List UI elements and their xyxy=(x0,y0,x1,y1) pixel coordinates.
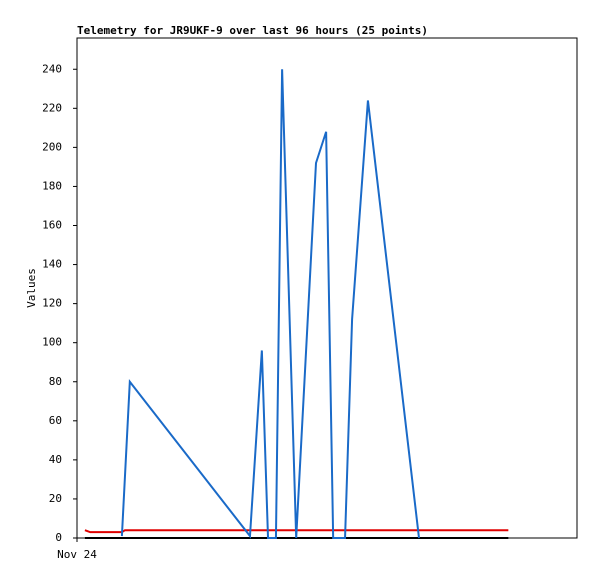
y-tick-label: 160 xyxy=(42,219,62,232)
y-tick-label: 40 xyxy=(49,453,62,466)
y-tick-label: 80 xyxy=(49,375,62,388)
y-tick-label: 240 xyxy=(42,62,62,75)
y-tick-label: 20 xyxy=(49,492,62,505)
y-tick-label: 100 xyxy=(42,336,62,349)
x-tick-label: Nov 24 xyxy=(57,548,97,561)
y-tick-label: 0 xyxy=(55,531,62,544)
y-axis-label: Values xyxy=(25,268,38,308)
chart-title: Telemetry for JR9UKF-9 over last 96 hour… xyxy=(77,24,428,37)
y-tick-label: 200 xyxy=(42,140,62,153)
series-line xyxy=(120,69,420,539)
y-tick-label: 60 xyxy=(49,414,62,427)
y-tick-label: 120 xyxy=(42,297,62,310)
y-tick-label: 140 xyxy=(42,258,62,271)
plot-frame xyxy=(76,37,578,539)
y-tick-label: 220 xyxy=(42,101,62,114)
y-tick-label: 180 xyxy=(42,179,62,192)
